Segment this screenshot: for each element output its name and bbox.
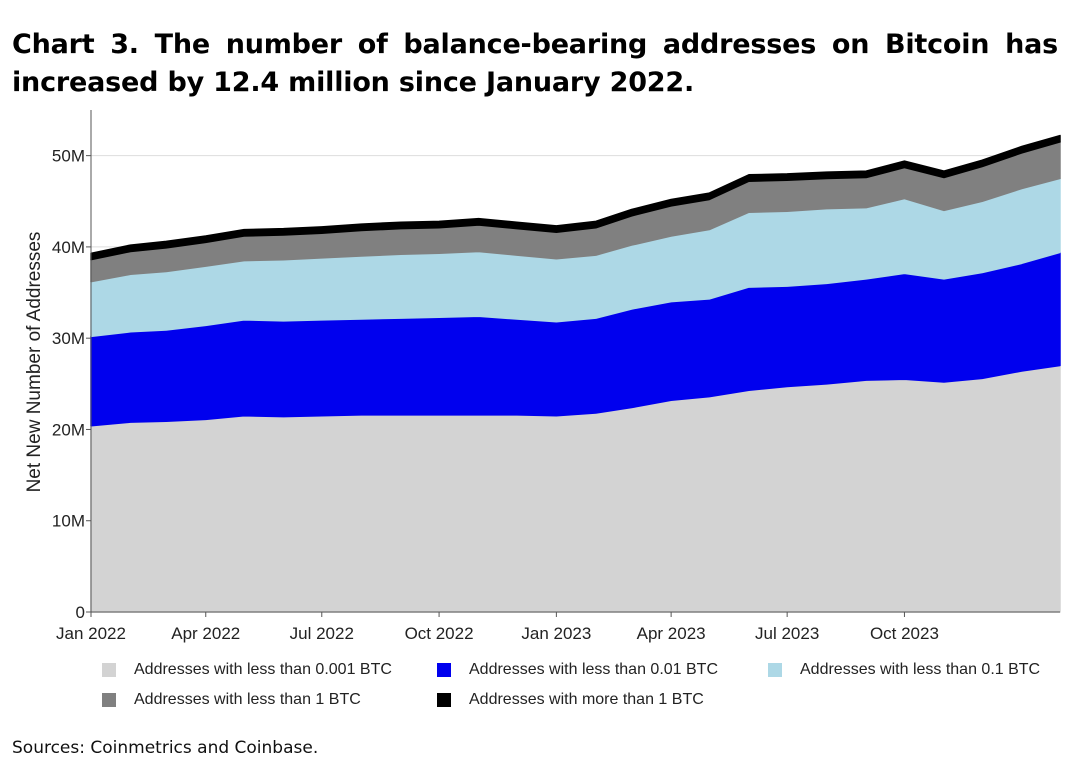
- area-series-5: [90, 134, 1061, 261]
- legend-swatch: [437, 693, 451, 707]
- legend-item-4: Addresses with less than 1 BTC: [102, 691, 361, 709]
- legend-label: Addresses with less than 1 BTC: [134, 691, 361, 708]
- y-tick-label-2: 20M: [52, 420, 85, 439]
- legend-item-5: Addresses with more than 1 BTC: [437, 691, 704, 709]
- x-tick-label-3: Oct 2022: [405, 624, 474, 643]
- x-tick-label-1: Apr 2022: [171, 624, 240, 643]
- legend-swatch: [437, 663, 451, 677]
- x-tick-label-2: Jul 2022: [290, 624, 354, 643]
- chart-legend: Addresses with less than 0.001 BTC Addres…: [0, 655, 1088, 715]
- y-tick-label-4: 40M: [52, 238, 85, 257]
- source-note: Sources: Coinmetrics and Coinbase.: [12, 738, 319, 758]
- x-tick-label-7: Oct 2023: [870, 624, 939, 643]
- legend-item-1: Addresses with less than 0.001 BTC: [102, 661, 392, 679]
- legend-item-2: Addresses with less than 0.01 BTC: [437, 661, 718, 679]
- legend-label: Addresses with less than 0.001 BTC: [134, 661, 392, 678]
- y-tick-label-1: 10M: [52, 512, 85, 531]
- stacked-area-chart: 0 10M 20M 30M 40M 50M Jan 2022 Apr 2022 Jul 2022…: [24, 110, 1061, 643]
- x-tick-label-5: Apr 2023: [637, 624, 706, 643]
- legend-swatch: [768, 663, 782, 677]
- y-tick-label-3: 30M: [52, 329, 85, 348]
- axes: 0 10M 20M 30M 40M 50M Jan 2022 Apr 2022 Jul 2022…: [52, 110, 1060, 643]
- y-axis-label: Net New Number of Addresses: [24, 232, 45, 493]
- y-tick-label-0: 0: [76, 603, 85, 622]
- area-series: [90, 134, 1061, 613]
- legend-label: Addresses with less than 0.01 BTC: [469, 661, 719, 678]
- legend-label: Addresses with less than 0.1 BTC: [800, 661, 1041, 678]
- legend-swatch: [102, 693, 116, 707]
- legend-swatch: [102, 663, 116, 677]
- chart-title: Chart 3. The number of balance-bearing a…: [12, 29, 1058, 98]
- legend-item-3: Addresses with less than 0.1 BTC: [768, 661, 1040, 679]
- x-tick-label-6: Jul 2023: [755, 624, 819, 643]
- x-tick-label-4: Jan 2023: [521, 624, 591, 643]
- y-tick-label-5: 50M: [52, 147, 85, 166]
- legend-label: Addresses with more than 1 BTC: [469, 691, 704, 708]
- x-tick-label-0: Jan 2022: [56, 624, 126, 643]
